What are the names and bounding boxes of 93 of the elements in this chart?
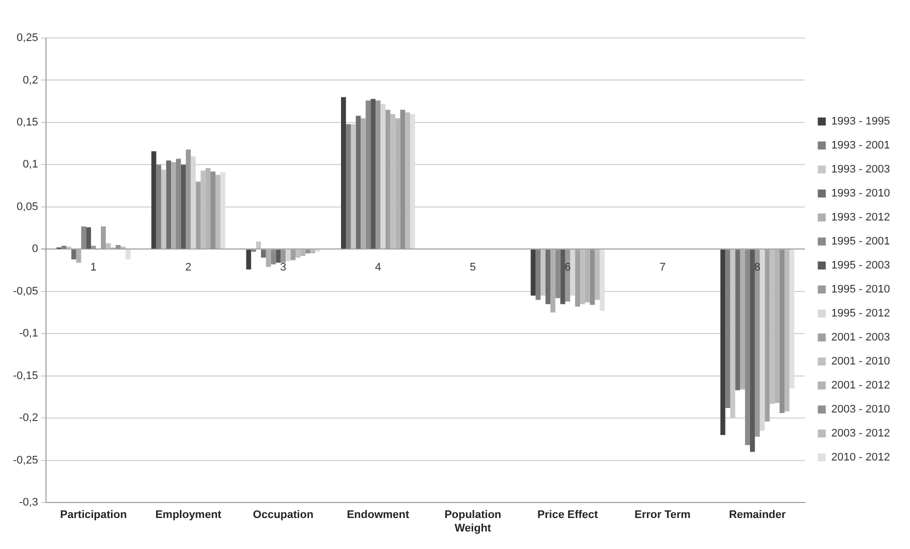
bar	[789, 250, 794, 389]
bar	[360, 118, 366, 249]
bar	[545, 250, 550, 304]
bar	[310, 250, 316, 254]
x-tick-label: Endowment	[346, 509, 410, 522]
legend-label: 2001 - 2010	[831, 356, 890, 368]
annotation: 6	[564, 262, 571, 274]
bar	[555, 250, 560, 298]
bar	[600, 250, 605, 311]
bar	[550, 250, 556, 313]
bar	[745, 250, 750, 446]
y-tick-label: -0,2	[19, 412, 38, 424]
bar	[370, 98, 376, 249]
y-tick-label: -0,1	[19, 328, 38, 340]
bar	[560, 250, 566, 304]
annotation: 4	[374, 262, 382, 274]
legend-label: 1993 - 2003	[831, 164, 890, 176]
bar	[784, 250, 790, 412]
x-tick-label: Error Term	[634, 509, 691, 522]
y-tick-label: 0,15	[16, 116, 38, 129]
y-tick-label: 0,25	[16, 32, 38, 44]
annotation: 8	[754, 262, 760, 274]
bar	[410, 114, 415, 249]
y-tick-label: 0,05	[16, 200, 38, 213]
bar	[220, 172, 226, 249]
legend-label: 1993 - 1995	[831, 116, 890, 128]
bar	[570, 250, 576, 296]
x-tick-label: Remainder	[728, 509, 787, 522]
x-tick-label: Participation	[60, 509, 128, 522]
bar	[286, 250, 291, 262]
bar	[180, 164, 186, 249]
bar	[346, 124, 351, 249]
bar	[380, 104, 386, 249]
legend-label: 1995 - 2001	[831, 236, 890, 248]
bar	[86, 227, 92, 249]
bar	[270, 250, 276, 264]
bar	[71, 250, 76, 260]
legend-label: 2010 - 2012	[831, 452, 890, 464]
bar	[166, 160, 172, 249]
legend-label: 1993 - 2010	[831, 188, 890, 200]
bar	[735, 250, 740, 390]
bar	[540, 250, 546, 296]
bar	[720, 250, 726, 436]
bar	[750, 250, 755, 452]
x-tick-label: Price Effect	[537, 509, 598, 522]
legend-label: 1995 - 2010	[831, 284, 890, 296]
y-tick-label: -0,15	[12, 370, 38, 382]
bar	[266, 250, 271, 267]
annotation: 1	[90, 262, 97, 274]
legend-label: 2001 - 2003	[831, 332, 890, 344]
x-tick-label: Employment	[155, 509, 222, 522]
bar	[81, 226, 86, 249]
annotation: 3	[280, 262, 286, 274]
y-tick-label: -0,3	[19, 496, 38, 509]
bar	[246, 250, 252, 270]
legend-label: 2003 - 2010	[831, 404, 890, 416]
legend-label: 2003 - 2012	[831, 428, 890, 440]
bar	[725, 250, 730, 408]
bar	[76, 250, 82, 263]
x-tick-label: Population Weight	[444, 509, 502, 534]
bar	[740, 250, 746, 390]
bar	[260, 250, 266, 258]
annotation: 5	[470, 262, 476, 274]
legend-label: 1995 - 2012	[831, 308, 890, 320]
y-tick-label: 0,2	[22, 74, 38, 86]
legend-label: 1993 - 2012	[831, 212, 890, 224]
bar	[530, 250, 536, 296]
legend-label: 1993 - 2001	[831, 140, 890, 152]
bar	[161, 170, 166, 249]
bar	[341, 97, 346, 249]
legend-label: 2001 - 2012	[831, 380, 890, 392]
bar	[760, 250, 765, 431]
annotation: 7	[659, 262, 666, 274]
y-tick-label: -0,25	[12, 454, 38, 466]
bar	[536, 250, 541, 300]
bar	[151, 151, 156, 249]
bar	[215, 174, 220, 249]
bar	[366, 100, 371, 249]
bar	[405, 112, 410, 249]
bar	[594, 250, 600, 300]
legend-label: 1995 - 2003	[831, 260, 890, 272]
bar	[356, 116, 361, 249]
bar	[126, 250, 130, 260]
annotation: 2	[185, 262, 192, 274]
bar	[176, 158, 181, 249]
bar	[256, 242, 261, 249]
y-tick-label: -0,05	[12, 285, 38, 298]
bar	[156, 164, 162, 249]
x-tick-label: Occupation	[252, 509, 314, 522]
bar	[171, 162, 176, 249]
y-tick-label: 0	[32, 243, 38, 256]
y-tick-label: 0,1	[22, 158, 38, 171]
bar	[276, 250, 281, 263]
